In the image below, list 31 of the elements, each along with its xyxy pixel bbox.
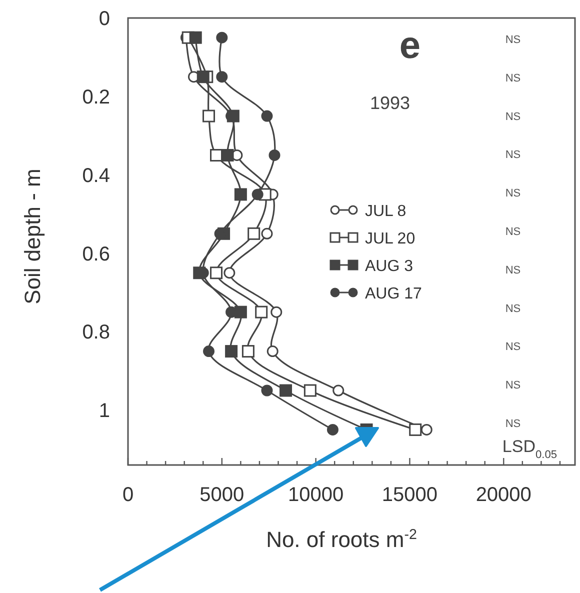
x-tick-label: 10000 xyxy=(288,484,344,506)
annotation: NS xyxy=(505,341,521,354)
x-tick-label: 20000 xyxy=(476,484,532,506)
x-tick-label: 15000 xyxy=(382,484,438,506)
y-tick-label: 0.2 xyxy=(82,86,110,108)
annotation: NS xyxy=(505,188,521,200)
annotation: NS xyxy=(505,380,521,392)
y-tick-label: 0.8 xyxy=(82,322,110,344)
y-tick-label: 0.6 xyxy=(82,243,110,266)
legend-label: JUL 20 xyxy=(365,230,416,248)
annotation: 1993 xyxy=(370,93,410,113)
x-tick-label: 0 xyxy=(122,484,134,506)
annotation: e xyxy=(399,25,421,67)
annotation: NS xyxy=(505,34,521,46)
y-axis-title: Soil depth - m xyxy=(20,168,45,304)
y-tick-label: 1 xyxy=(98,400,110,422)
x-tick-label: 5000 xyxy=(200,484,244,506)
y-tick-label: 0 xyxy=(98,8,110,30)
annotation: NS xyxy=(505,110,521,123)
y-tick-label: 0.4 xyxy=(82,164,110,187)
x-axis-title: No. of roots m$^{-2}$ xyxy=(266,527,417,552)
annotation: NS xyxy=(505,264,521,276)
annotation: NS xyxy=(505,149,521,162)
legend-label: AUG 3 xyxy=(365,258,414,275)
annotation: NS xyxy=(505,418,521,430)
annotation: NS xyxy=(505,226,521,238)
legend-label: AUG 17 xyxy=(365,286,422,302)
annotation: NS xyxy=(505,302,521,315)
annotation: LSD$_{0.05}$ xyxy=(502,437,557,461)
annotation: NS xyxy=(505,72,521,84)
legend-label: JUL 8 xyxy=(365,203,406,220)
